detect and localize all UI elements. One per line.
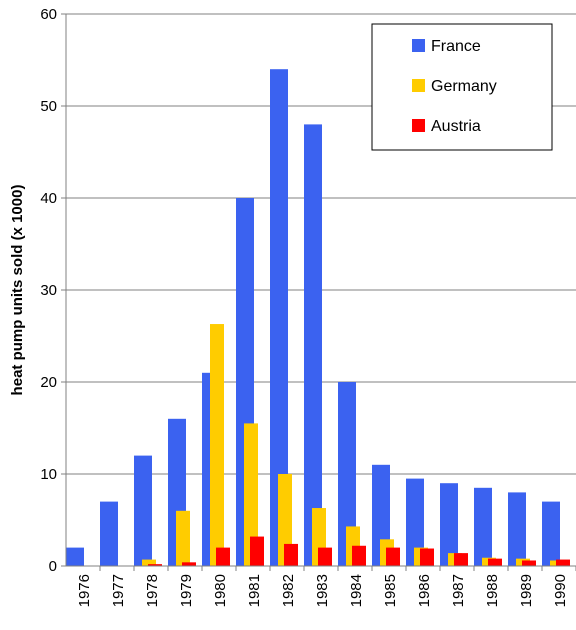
x-tick-label: 1977 — [110, 574, 127, 607]
bar-group-1976 — [66, 547, 84, 566]
bar-austria-1979 — [182, 562, 196, 566]
bar-austria-1984 — [352, 545, 366, 566]
x-tick-labels: 1976 1977 1978 1979 1980 1981 1982 1983 1984 1985… — [76, 574, 569, 607]
bar-austria-1978 — [148, 564, 162, 566]
x-tick-label: 1976 — [76, 574, 93, 607]
bar-austria-1983 — [318, 547, 332, 566]
bar-france-1984 — [338, 382, 356, 566]
bar-france-1978 — [134, 455, 152, 566]
y-tick-label: 60 — [40, 6, 57, 23]
bar-group-1989 — [508, 492, 536, 566]
legend: France Germany Austria — [371, 23, 553, 151]
bar-group-1988 — [474, 487, 502, 566]
y-tick-label: 40 — [40, 190, 57, 207]
y-tick-label: 20 — [40, 374, 57, 391]
x-tick-label: 1981 — [246, 574, 263, 607]
bar-france-1987 — [440, 483, 458, 566]
bar-france-1988 — [474, 487, 492, 566]
bar-austria-1990 — [556, 559, 570, 566]
bar-austria-1987 — [454, 553, 468, 566]
legend-swatch-france — [412, 39, 425, 52]
y-tick-label: 50 — [40, 98, 57, 115]
legend-label-france: France — [431, 38, 481, 55]
bar-group-1990 — [542, 501, 570, 566]
x-tick-label: 1980 — [212, 574, 229, 607]
x-tick-label: 1986 — [416, 574, 433, 607]
y-tick-label: 0 — [49, 558, 57, 575]
y-tick-labels: 0 10 20 30 40 50 60 — [40, 6, 57, 575]
bar-france-1982 — [270, 69, 288, 566]
x-tick-label: 1984 — [348, 574, 365, 607]
bar-france-1976 — [66, 547, 84, 566]
bar-group-1978 — [134, 455, 162, 566]
bar-groups — [66, 69, 570, 567]
x-tick-label: 1989 — [518, 574, 535, 607]
bar-group-1979 — [168, 418, 196, 566]
bar-france-1989 — [508, 492, 526, 566]
bar-group-1984 — [338, 382, 366, 566]
bar-germany-1981 — [244, 423, 258, 566]
y-tick-label: 10 — [40, 466, 57, 483]
x-tick-label: 1978 — [144, 574, 161, 607]
bar-group-1981 — [236, 198, 264, 566]
bar-group-1987 — [440, 483, 468, 566]
bar-group-1980 — [202, 324, 230, 566]
bar-group-1982 — [270, 69, 298, 566]
axes — [65, 14, 576, 567]
bar-france-1990 — [542, 501, 560, 566]
x-tick-label: 1990 — [552, 574, 569, 607]
bar-france-1977 — [100, 501, 118, 566]
bar-germany-1978 — [142, 559, 156, 566]
legend-swatch-germany — [412, 79, 425, 92]
bar-france-1986 — [406, 478, 424, 566]
x-tick-label: 1988 — [484, 574, 501, 607]
bar-group-1985 — [372, 464, 400, 566]
bar-austria-1985 — [386, 547, 400, 566]
bar-group-1986 — [406, 478, 434, 566]
bar-germany-1982 — [278, 474, 292, 566]
legend-label-germany: Germany — [431, 78, 497, 95]
legend-box — [371, 23, 553, 151]
y-tick-label: 30 — [40, 282, 57, 299]
x-tick-label: 1979 — [178, 574, 195, 607]
bar-austria-1989 — [522, 560, 536, 566]
x-tick-label: 1983 — [314, 574, 331, 607]
bar-austria-1982 — [284, 543, 298, 566]
x-tick-label: 1985 — [382, 574, 399, 607]
bar-group-1977 — [100, 501, 118, 566]
x-tick-label: 1987 — [450, 574, 467, 607]
bar-france-1983 — [304, 124, 322, 567]
legend-label-austria: Austria — [431, 118, 481, 135]
legend-swatch-austria — [412, 119, 425, 132]
bar-group-1983 — [304, 124, 332, 567]
bar-austria-1986 — [420, 548, 434, 566]
bar-germany-1980 — [210, 324, 224, 566]
y-axis-label: heat pump units sold (x 1000) — [9, 185, 26, 396]
bar-austria-1980 — [216, 547, 230, 566]
bar-austria-1981 — [250, 536, 264, 566]
bar-germany-1979 — [176, 510, 190, 566]
bar-austria-1988 — [488, 558, 502, 566]
x-tick-label: 1982 — [280, 574, 297, 607]
